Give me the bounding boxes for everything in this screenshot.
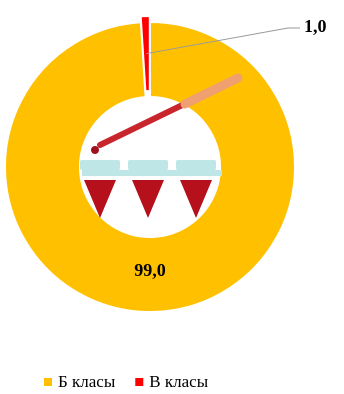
center-icon: [80, 73, 243, 218]
legend-label: Б класы: [58, 372, 116, 391]
legend-label: В класы: [149, 372, 208, 391]
legend: Б класы В класы: [44, 372, 209, 391]
leader-line: [146, 27, 300, 55]
legend-swatch: [44, 378, 52, 386]
donut: 99,0 1,0: [4, 15, 327, 313]
donut-segment: [4, 20, 296, 313]
legend-swatch: [135, 378, 144, 386]
donut-segment: [139, 15, 151, 93]
data-label: 99,0: [134, 260, 166, 280]
data-label: 1,0: [304, 16, 327, 36]
